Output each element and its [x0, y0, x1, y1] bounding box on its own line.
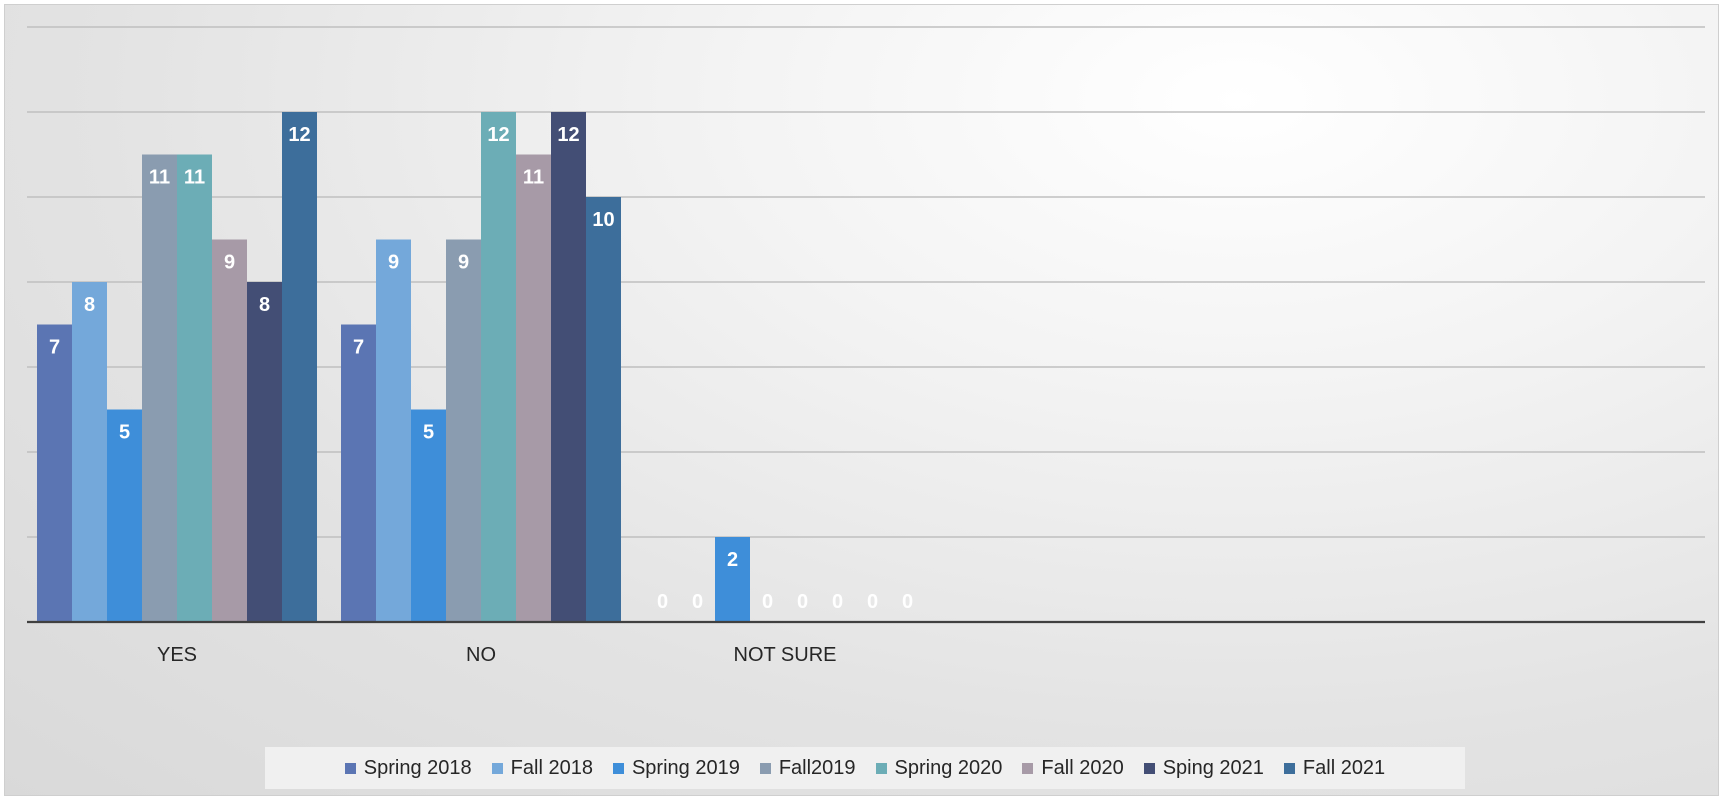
- bar: [446, 239, 481, 622]
- bar: [282, 112, 317, 622]
- bar: [107, 409, 142, 622]
- bar: [212, 239, 247, 622]
- data-label: 0: [902, 591, 913, 613]
- bar: [411, 409, 446, 622]
- data-label: 11: [184, 167, 205, 189]
- bar: [586, 197, 621, 622]
- legend-item: Fall2019: [759, 756, 856, 780]
- data-label: 12: [487, 124, 509, 146]
- bar: [247, 282, 282, 622]
- legend-swatch: [612, 762, 624, 774]
- bar-chart: 7 8 5 11 11 9 8 12 7 9 5 9 12 11 12 10 0 0 2 0 0 0 0 0 YES NO NOT…: [27, 26, 1705, 666]
- bar: [516, 154, 551, 622]
- legend-swatch: [1143, 762, 1155, 774]
- data-label: 9: [224, 252, 235, 274]
- legend-item: Spring 2019: [612, 756, 740, 780]
- data-label: 11: [523, 167, 544, 189]
- legend-label: Fall 2018: [510, 756, 593, 779]
- data-label: 7: [353, 337, 364, 359]
- data-label: 12: [557, 124, 579, 146]
- legend-swatch: [1283, 762, 1295, 774]
- bar: [142, 154, 177, 622]
- legend-label: Spring 2018: [363, 756, 472, 779]
- data-label: 10: [592, 209, 614, 231]
- data-label: 2: [727, 549, 738, 571]
- data-label: 0: [832, 591, 843, 613]
- legend-label: Spring 2019: [631, 756, 740, 779]
- data-label: 11: [149, 167, 170, 189]
- legend-label: Sping 2021: [1162, 756, 1264, 779]
- data-label: 0: [657, 591, 668, 613]
- legend-label: Spring 2020: [894, 756, 1003, 779]
- data-labels-layer: 7 8 5 11 11 9 8 12 7 9 5 9 12 11 12 10 0 0 2 0 0 0 0 0: [49, 124, 913, 613]
- legend-label: Fall 2020: [1041, 756, 1124, 779]
- legend-swatch: [875, 762, 887, 774]
- legend-swatch: [491, 762, 503, 774]
- legend-item: Spring 2018: [344, 756, 472, 780]
- legend: Spring 2018 Fall 2018 Spring 2019 Fall2019 S…: [265, 747, 1465, 789]
- data-label: 5: [423, 422, 434, 444]
- legend-item: Spring 2020: [875, 756, 1003, 780]
- bar: [551, 112, 586, 622]
- data-label: 7: [49, 337, 60, 359]
- data-label: 9: [458, 252, 469, 274]
- data-label: 5: [119, 422, 130, 444]
- data-label: 0: [692, 591, 703, 613]
- legend-item: Fall 2021: [1283, 756, 1386, 780]
- x-tick-label: YES: [157, 644, 197, 666]
- legend-item: Fall 2018: [491, 756, 593, 780]
- x-tick-label: NO: [466, 644, 496, 666]
- legend-item: Sping 2021: [1143, 756, 1264, 780]
- legend-swatch: [344, 762, 356, 774]
- bar: [341, 324, 376, 622]
- legend-label: Fall 2021: [1302, 756, 1386, 779]
- x-tick-label: NOT SURE: [734, 644, 837, 666]
- bar: [72, 282, 107, 622]
- data-label: 0: [797, 591, 808, 613]
- bars-layer: [37, 112, 750, 622]
- data-label: 9: [388, 252, 399, 274]
- bar: [376, 239, 411, 622]
- bar: [715, 537, 750, 622]
- legend-swatch: [759, 762, 771, 774]
- data-label: 12: [288, 124, 310, 146]
- category-labels-layer: YES NO NOT SURE: [157, 644, 837, 666]
- bar: [177, 154, 212, 622]
- data-label: 8: [84, 294, 95, 316]
- data-label: 0: [867, 591, 878, 613]
- legend-swatch: [1022, 762, 1034, 774]
- data-label: 8: [259, 294, 270, 316]
- legend-label: Fall2019: [778, 756, 856, 779]
- data-label: 0: [762, 591, 773, 613]
- chart-frame: 7 8 5 11 11 9 8 12 7 9 5 9 12 11 12 10 0 0 2 0 0 0 0 0 YES NO NOT…: [4, 4, 1719, 796]
- bar: [37, 324, 72, 622]
- bar: [481, 112, 516, 622]
- legend-item: Fall 2020: [1022, 756, 1124, 780]
